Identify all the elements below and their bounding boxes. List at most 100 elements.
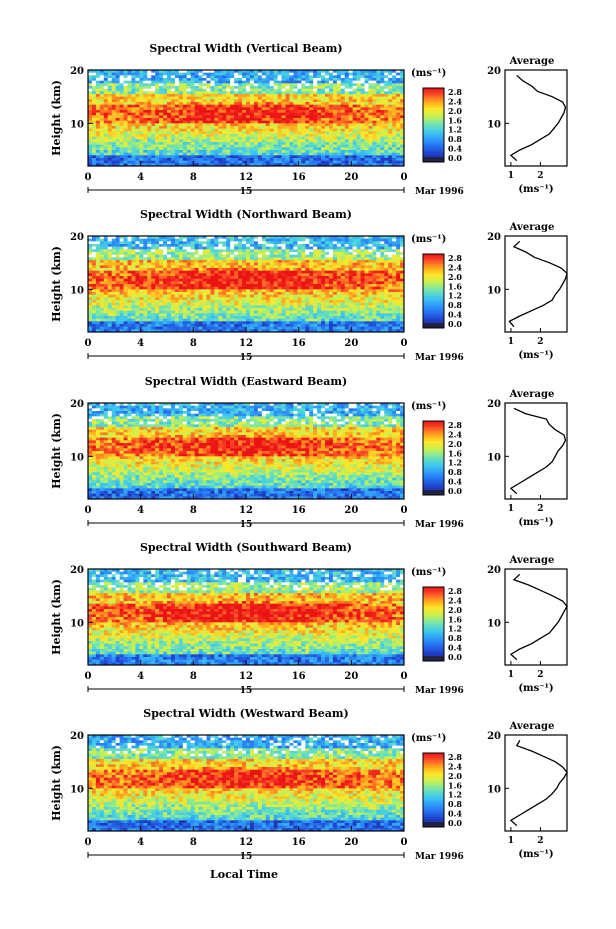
heatmap-cell xyxy=(313,136,318,140)
heatmap-cell xyxy=(123,289,128,293)
heatmap-cell xyxy=(388,246,393,250)
heatmap-cell xyxy=(238,150,243,153)
heatmap-cell xyxy=(123,158,128,161)
heatmap-cell xyxy=(384,160,389,164)
heatmap-cell xyxy=(396,262,401,266)
heatmap-cell xyxy=(147,273,152,277)
heatmap-cell xyxy=(301,268,306,271)
heatmap-cell xyxy=(293,110,298,113)
heatmap-cell xyxy=(249,120,255,124)
heatmap-cell xyxy=(289,78,294,81)
heatmap-cell xyxy=(107,139,112,143)
heatmap-cell xyxy=(261,273,267,277)
heatmap-cell xyxy=(91,300,97,303)
heatmap-cell xyxy=(372,112,377,116)
heatmap-cell xyxy=(190,268,195,271)
heatmap-cell xyxy=(214,270,219,274)
heatmap-cell xyxy=(210,294,215,298)
heatmap-cell xyxy=(95,241,101,245)
heatmap-cell xyxy=(269,110,274,113)
heatmap-cell xyxy=(214,257,219,261)
heatmap-cell xyxy=(135,112,140,116)
heatmap-cell xyxy=(170,107,176,111)
heatmap-cell xyxy=(167,257,172,261)
heatmap-cell xyxy=(352,83,357,87)
heatmap-cell xyxy=(293,70,298,73)
heatmap-cell xyxy=(269,142,274,145)
heatmap-cell xyxy=(257,265,263,269)
heatmap-cell xyxy=(230,128,235,132)
heatmap-cell xyxy=(313,131,318,135)
heatmap-cell xyxy=(210,112,215,116)
heatmap-cell xyxy=(356,126,361,129)
heatmap-cell xyxy=(364,158,369,161)
heatmap-cell xyxy=(285,265,290,269)
heatmap-cell xyxy=(360,236,365,239)
heatmap-cell xyxy=(210,72,215,76)
heatmap-cell xyxy=(123,78,128,81)
heatmap-cell xyxy=(135,115,140,119)
heatmap-cell xyxy=(234,110,239,113)
heatmap-cell xyxy=(174,163,180,167)
heatmap-cell xyxy=(222,118,227,121)
heatmap-cell xyxy=(214,273,219,277)
heatmap-cell xyxy=(352,126,357,129)
heatmap-cell xyxy=(111,112,116,116)
heatmap-cell xyxy=(111,134,116,137)
heatmap-cell xyxy=(380,257,385,261)
heatmap-cell xyxy=(301,292,306,295)
heatmap-cell xyxy=(273,276,278,279)
heatmap-cell xyxy=(186,88,191,92)
heatmap-cell xyxy=(210,123,215,127)
heatmap-cell xyxy=(388,142,393,145)
heatmap-cell xyxy=(340,94,346,97)
heatmap-cell xyxy=(95,96,101,100)
heatmap-cell xyxy=(325,75,330,79)
heatmap-cell xyxy=(253,123,259,127)
heatmap-cell xyxy=(163,78,168,81)
heatmap-cell xyxy=(147,297,152,301)
heatmap-cell xyxy=(218,107,223,111)
heatmap-cell xyxy=(281,260,286,263)
heatmap-cell xyxy=(388,112,393,116)
heatmap-cell xyxy=(99,254,105,258)
heatmap-cell xyxy=(139,94,144,97)
heatmap-cell xyxy=(246,252,251,255)
heatmap-cell xyxy=(249,128,255,132)
heatmap-cell xyxy=(151,238,156,242)
heatmap-cell xyxy=(230,142,235,145)
heatmap-cell xyxy=(174,115,180,119)
heatmap-cell xyxy=(328,75,334,79)
heatmap-cell xyxy=(340,123,346,127)
heatmap-cell xyxy=(273,297,278,301)
heatmap-cell xyxy=(384,265,389,269)
heatmap-cell xyxy=(135,78,140,81)
heatmap-cell xyxy=(174,302,180,306)
heatmap-cell xyxy=(317,284,322,287)
heatmap-cell xyxy=(107,160,112,164)
heatmap-cell xyxy=(170,160,176,164)
heatmap-cell xyxy=(218,150,223,153)
heatmap-cell xyxy=(261,152,267,156)
heatmap-cell xyxy=(163,160,168,164)
heatmap-cell xyxy=(135,268,140,271)
heatmap-cell xyxy=(348,123,353,127)
heatmap-cell xyxy=(340,70,346,73)
heatmap-cell xyxy=(99,152,105,156)
heatmap-cell xyxy=(218,80,223,84)
heatmap-cell xyxy=(309,83,314,87)
heatmap-cell xyxy=(194,118,199,121)
heatmap-cell xyxy=(340,102,346,105)
heatmap-cell xyxy=(273,257,278,261)
heatmap-cell xyxy=(309,88,314,92)
heatmap-cell xyxy=(344,254,349,258)
heatmap-cell xyxy=(360,86,365,89)
heatmap-cell xyxy=(107,265,112,269)
heatmap-cell xyxy=(293,158,298,161)
heatmap-cell xyxy=(119,83,124,87)
heatmap-cell xyxy=(139,260,144,263)
heatmap-cell xyxy=(368,94,373,97)
heatmap-cell xyxy=(301,249,306,253)
heatmap-cell xyxy=(242,94,247,97)
heatmap-cell xyxy=(234,294,239,298)
